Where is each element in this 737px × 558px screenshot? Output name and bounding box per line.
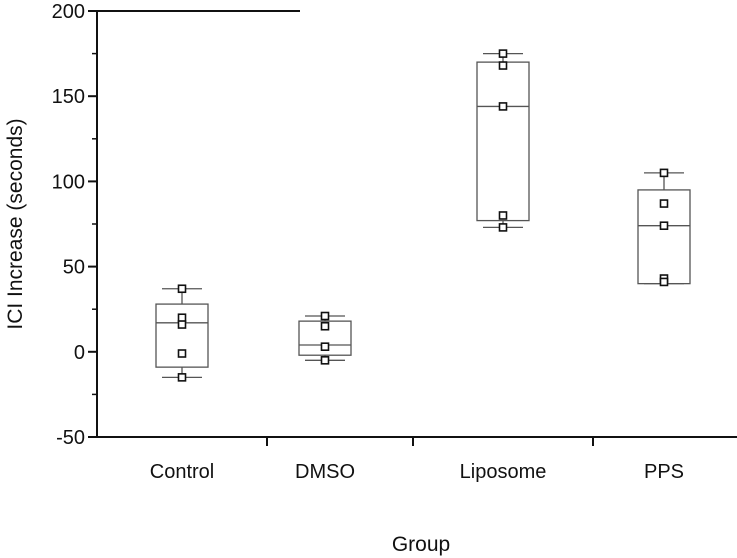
data-point [177, 320, 187, 329]
x-tick-label: Liposome [460, 461, 547, 483]
data-point [498, 49, 508, 58]
y-axis-label: ICI Increase (seconds) [4, 118, 27, 329]
data-point [177, 313, 187, 323]
x-tick-label: DMSO [295, 461, 355, 483]
data-point [659, 168, 669, 178]
data-point [498, 211, 508, 220]
box-iqr [476, 61, 530, 222]
plot-area: -50 0 50 100 150 200 Control DMSO Liposome PPS [52, 1, 737, 483]
data-point [659, 221, 669, 231]
y-tick-label: 200 [52, 1, 85, 23]
y-tick-label: 100 [52, 171, 85, 193]
data-point [320, 356, 330, 365]
x-axis-label: Group [392, 533, 450, 556]
x-tick-label: PPS [644, 461, 684, 483]
data-point [498, 61, 508, 70]
data-point [659, 199, 669, 208]
data-point [659, 277, 669, 287]
data-point [320, 342, 330, 351]
y-tick-label: 150 [52, 86, 85, 108]
data-point [177, 373, 187, 382]
y-tick-label: -50 [56, 427, 85, 449]
data-point [498, 223, 508, 232]
y-tick-label: 0 [74, 342, 85, 364]
data-point [177, 349, 187, 358]
data-point [320, 321, 330, 331]
y-tick-label: 50 [63, 257, 85, 279]
data-point [177, 284, 187, 294]
data-point [320, 311, 330, 321]
data-point [498, 102, 508, 111]
x-tick-label: Control [150, 461, 214, 483]
